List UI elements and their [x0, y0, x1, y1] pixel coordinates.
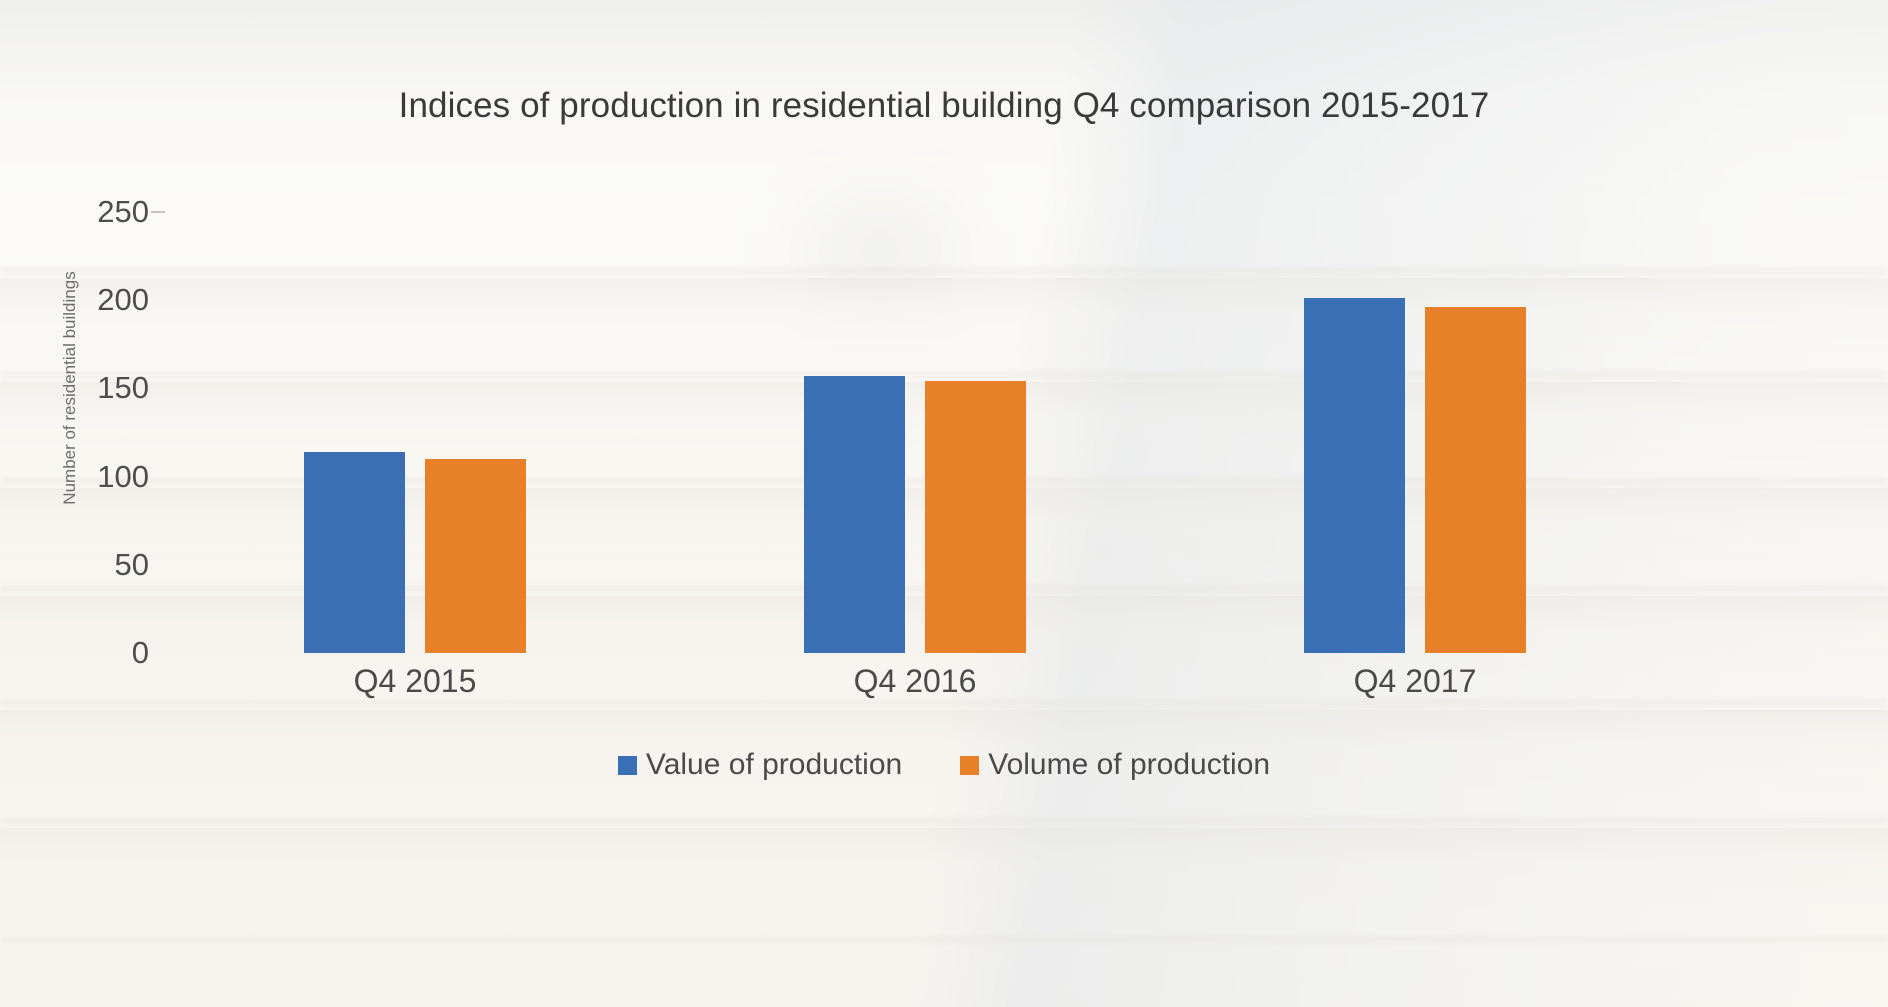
plot-area: 250 200 150 100 50 0: [97, 194, 1665, 670]
x-axis-label: Q4 2017: [1353, 663, 1477, 699]
y-axis-tick-label: 250: [97, 194, 149, 229]
bar-groups: [165, 212, 1665, 653]
bar-q4-2015-value-of-production[interactable]: [304, 451, 405, 653]
legend-item-volume-of-production[interactable]: Volume of production: [960, 748, 1270, 782]
bar-group: [665, 212, 1165, 653]
legend-label: Value of production: [645, 748, 903, 781]
x-axis-label: Q4 2016: [853, 663, 977, 699]
legend-swatch-icon: [960, 755, 980, 775]
bar-q4-2016-value-of-production[interactable]: [804, 376, 905, 653]
legend-swatch-icon: [617, 755, 637, 775]
y-axis-tick-mark: [151, 211, 165, 213]
legend-item-value-of-production[interactable]: Value of production: [617, 748, 903, 782]
x-axis-label: Q4 2015: [353, 663, 477, 699]
bar-q4-2017-volume-of-production[interactable]: [1425, 307, 1526, 653]
y-axis-tick-label: 100: [97, 458, 149, 494]
chart-legend: Value of production Volume of production: [0, 748, 1888, 782]
y-axis-tick-label: 200: [97, 282, 149, 318]
y-axis-tick-label: 0: [131, 635, 149, 670]
bar-q4-2015-volume-of-production[interactable]: [425, 458, 526, 653]
bar-group: [165, 212, 665, 653]
bar-group: [1165, 212, 1665, 653]
y-axis-title: Number of residential buildings: [60, 271, 79, 505]
bar-q4-2017-value-of-production[interactable]: [1304, 298, 1405, 653]
legend-label: Volume of production: [988, 748, 1271, 781]
x-axis-labels: Q4 2015 Q4 2016 Q4 2017: [165, 663, 1665, 700]
y-axis-tick-label: 150: [97, 370, 149, 406]
bar-q4-2016-volume-of-production[interactable]: [925, 381, 1026, 653]
chart-title: Indices of production in residential bui…: [398, 86, 1490, 125]
y-axis-tick-label: 50: [114, 546, 149, 582]
